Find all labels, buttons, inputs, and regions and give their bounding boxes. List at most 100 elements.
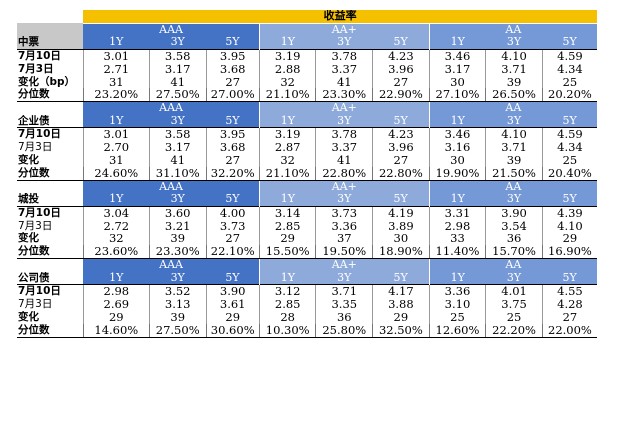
tenor-label: 1Y <box>83 271 150 285</box>
value-cell: 16.90% <box>541 245 597 260</box>
tenor-label: 3Y <box>149 193 206 207</box>
value-cell: 32 <box>258 75 316 89</box>
yield-table: 收益率 AAA AA+ AA 中票 1Y 3Y 5Y 1Y 3Y 5Y 1Y 3Y 5Y 7月10日 3.01… <box>17 10 597 338</box>
tenor-label: 5Y <box>372 271 430 285</box>
section-name: 公司债 <box>17 271 84 285</box>
value-cell: 22.80% <box>372 166 430 181</box>
tenor-label: 5Y <box>542 114 597 128</box>
value-cell: 29 <box>541 232 597 246</box>
tenor-label: 3Y <box>315 36 373 50</box>
table-row: 7月10日 3.04 3.60 4.00 3.14 3.73 4.19 3.31 3.90 4.3… <box>17 205 597 220</box>
value-cell: 3.13 <box>148 297 206 311</box>
value-cell: 2.72 <box>82 219 150 233</box>
tenor-label: 5Y <box>372 114 430 128</box>
value-cell: 3.73 <box>315 205 373 220</box>
value-cell: 39 <box>148 310 206 324</box>
value-cell: 10.30% <box>258 323 316 338</box>
grade-label: AA <box>428 180 597 194</box>
tenor-label: 1Y <box>428 271 486 285</box>
value-cell: 4.10 <box>541 219 597 233</box>
value-cell: 25 <box>541 153 597 167</box>
tenor-label: 1Y <box>428 114 486 128</box>
value-cell: 3.90 <box>485 205 543 220</box>
value-cell: 33 <box>428 232 486 246</box>
value-cell: 21.10% <box>258 88 316 103</box>
value-cell: 24.60% <box>82 166 150 181</box>
grade-header-row: AAA AA+ AA <box>17 258 597 272</box>
value-cell: 3.04 <box>82 205 150 220</box>
row-label: 分位数 <box>17 88 84 103</box>
value-cell: 25 <box>485 310 543 324</box>
value-cell: 3.31 <box>428 205 486 220</box>
value-cell: 2.85 <box>258 297 316 311</box>
table-row: 7月3日 2.72 3.21 3.73 2.85 3.36 3.89 2.98 3.54 4.10 <box>17 219 597 233</box>
value-cell: 41 <box>315 75 373 89</box>
tenor-label: 5Y <box>542 271 597 285</box>
tenor-label: 1Y <box>258 36 316 50</box>
table-row: 变化 29 39 29 28 36 29 25 25 27 <box>17 310 597 324</box>
header-blank-cell <box>17 101 84 115</box>
value-cell: 3.89 <box>372 219 430 233</box>
row-label: 7月3日 <box>18 141 53 154</box>
tenor-label: 5Y <box>542 36 597 50</box>
value-cell: 30.60% <box>205 323 260 338</box>
value-cell: 26.50% <box>485 88 543 103</box>
value-cell: 2.88 <box>258 62 316 76</box>
value-cell: 27 <box>372 75 430 89</box>
tenor-label: 1Y <box>83 36 150 50</box>
value-cell: 3.78 <box>315 48 373 63</box>
header-blank-cell <box>17 180 84 194</box>
yield-table-container: 收益率 AAA AA+ AA 中票 1Y 3Y 5Y 1Y 3Y 5Y 1Y 3Y 5Y 7月10日 3.01… <box>17 10 597 338</box>
row-label: 7月3日 <box>18 297 53 310</box>
value-cell: 2.70 <box>82 141 150 154</box>
tenor-label: 1Y <box>258 114 316 128</box>
value-cell: 3.52 <box>148 284 206 298</box>
value-cell: 37 <box>315 232 373 246</box>
grade-label: AAA <box>83 101 260 115</box>
value-cell: 27.50% <box>148 88 206 103</box>
tenor-header-row: 中票 1Y 3Y 5Y 1Y 3Y 5Y 1Y 3Y 5Y <box>17 36 597 50</box>
grade-label: AA+ <box>258 23 430 37</box>
value-cell: 29 <box>258 232 316 246</box>
row-label: 变化 <box>18 232 39 245</box>
title-blank-cell <box>17 10 83 23</box>
value-cell: 3.17 <box>428 62 486 76</box>
value-cell: 32 <box>258 153 316 167</box>
value-cell: 4.19 <box>372 205 430 220</box>
value-cell: 41 <box>148 153 206 167</box>
value-cell: 30 <box>372 232 430 246</box>
value-cell: 20.20% <box>541 88 597 103</box>
section-name: 中票 <box>17 36 84 50</box>
tenor-label: 5Y <box>206 271 260 285</box>
table-row: 分位数 23.20% 27.50% 27.00% 21.10% 23.30% 22.90% 2… <box>17 88 597 103</box>
grade-label: AA+ <box>258 101 430 115</box>
tenor-label: 1Y <box>258 193 316 207</box>
value-cell: 23.30% <box>315 88 373 103</box>
grade-label: AAA <box>83 23 260 37</box>
table-row: 变化（bp） 31 41 27 32 41 27 30 39 25 <box>17 75 597 89</box>
value-cell: 3.71 <box>485 62 543 76</box>
value-cell: 23.60% <box>82 245 150 260</box>
value-cell: 19.90% <box>428 166 486 181</box>
value-cell: 4.59 <box>541 48 597 63</box>
value-cell: 14.60% <box>82 323 150 338</box>
tenor-header-row: 城投 1Y 3Y 5Y 1Y 3Y 5Y 1Y 3Y 5Y <box>17 193 597 207</box>
value-cell: 3.90 <box>205 284 260 298</box>
row-label: 7月3日 <box>18 62 54 75</box>
value-cell: 3.36 <box>315 219 373 233</box>
value-cell: 4.17 <box>372 284 430 298</box>
row-label: 7月10日 <box>17 48 84 63</box>
value-cell: 3.96 <box>372 62 430 76</box>
table-row: 分位数 14.60% 27.50% 30.60% 10.30% 25.80% 32.50% 1… <box>17 323 597 338</box>
tenor-label: 3Y <box>485 271 543 285</box>
value-cell: 18.90% <box>372 245 430 260</box>
value-cell: 23.20% <box>82 88 150 103</box>
section-name: 企业债 <box>17 114 84 128</box>
value-cell: 21.10% <box>258 166 316 181</box>
value-cell: 31 <box>82 75 150 89</box>
table-row: 7月10日 2.98 3.52 3.90 3.12 3.71 4.17 3.36 4.01 4.5… <box>17 284 597 298</box>
tenor-label: 3Y <box>149 271 206 285</box>
tenor-label: 3Y <box>315 114 373 128</box>
value-cell: 30 <box>428 153 486 167</box>
grade-label: AA <box>428 101 597 115</box>
